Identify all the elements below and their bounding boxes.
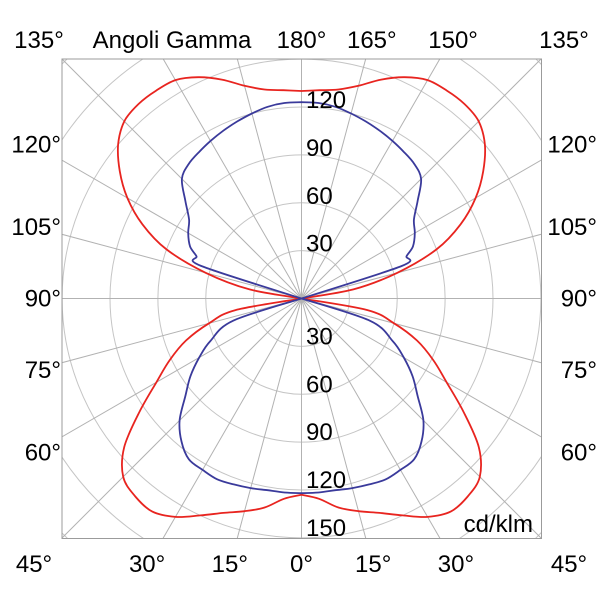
gamma-tick-label-left: 90° — [25, 286, 61, 313]
radial-tick-label-lower: 120 — [306, 467, 346, 494]
grid-spoke — [162, 298, 302, 539]
grid-spoke — [301, 298, 441, 539]
grid-spoke — [301, 59, 367, 299]
grid-spoke — [236, 298, 302, 539]
gamma-tick-label-right: 75° — [561, 357, 597, 384]
gamma-tick-label-left: 60° — [25, 439, 61, 466]
grid-spoke — [301, 59, 542, 299]
radial-tick-label-upper: 90 — [306, 135, 333, 162]
grid-spoke — [236, 59, 302, 299]
radial-tick-label-upper: 30 — [306, 231, 333, 258]
grid-spoke — [62, 159, 302, 299]
gamma-tick-label-top: 135° — [539, 27, 589, 54]
grid-spoke — [62, 298, 302, 438]
gamma-tick-label-right: 90° — [561, 286, 597, 313]
gamma-tick-label-bottom: 15° — [355, 551, 391, 578]
gamma-tick-label-bottom: 0° — [290, 551, 313, 578]
gamma-tick-label-right: 105° — [547, 214, 597, 241]
grid-spoke — [301, 298, 542, 364]
radial-tick-label-lower: 60 — [306, 371, 333, 398]
gamma-tick-label-bottom: 15° — [212, 551, 248, 578]
grid-spoke — [62, 298, 302, 539]
plot-frame — [61, 58, 542, 539]
tick-labels: Angoli Gamma cd/klm 135° 180° 165° 150° 135°… — [11, 27, 597, 578]
unit-label: cd/klm — [464, 511, 533, 538]
gamma-tick-label-top: 150° — [428, 27, 478, 54]
gamma-tick-label-left: 120° — [11, 132, 61, 159]
photometric-curves — [116, 76, 487, 518]
radial-tick-label-lower: 90 — [306, 419, 333, 446]
radial-tick-label-lower: 150 — [306, 515, 346, 542]
grid-spoke — [162, 59, 302, 299]
grid-spoke — [301, 233, 542, 299]
grid-spoke — [301, 298, 542, 438]
grid-spoke — [62, 59, 302, 299]
gamma-tick-label-bottom: 30° — [438, 551, 474, 578]
grid-spoke — [301, 298, 542, 539]
gamma-tick-label-top: 135° — [14, 27, 64, 54]
radial-tick-label-upper: 120 — [306, 87, 346, 114]
grid-spoke — [62, 233, 302, 299]
gamma-tick-label-left: 75° — [25, 357, 61, 384]
gamma-tick-label-bottom: 30° — [129, 551, 165, 578]
grid-spoke — [301, 159, 542, 299]
gamma-tick-label-bottom: 45° — [551, 551, 587, 578]
chart-title: Angoli Gamma — [93, 27, 252, 54]
gamma-tick-label-right: 60° — [561, 439, 597, 466]
grid-spoke — [62, 298, 302, 364]
gamma-tick-label-top: 165° — [347, 27, 397, 54]
gamma-tick-label-top: 180° — [277, 27, 327, 54]
gamma-tick-label-bottom: 45° — [16, 551, 52, 578]
radial-tick-label-lower: 30 — [306, 323, 333, 350]
gamma-tick-label-left: 105° — [11, 214, 61, 241]
gamma-tick-label-right: 120° — [547, 132, 597, 159]
curve-blue — [178, 101, 425, 495]
curve-red — [116, 76, 487, 518]
grid-spoke — [301, 298, 367, 539]
grid-spoke — [301, 59, 441, 299]
radial-tick-label-upper: 60 — [306, 183, 333, 210]
